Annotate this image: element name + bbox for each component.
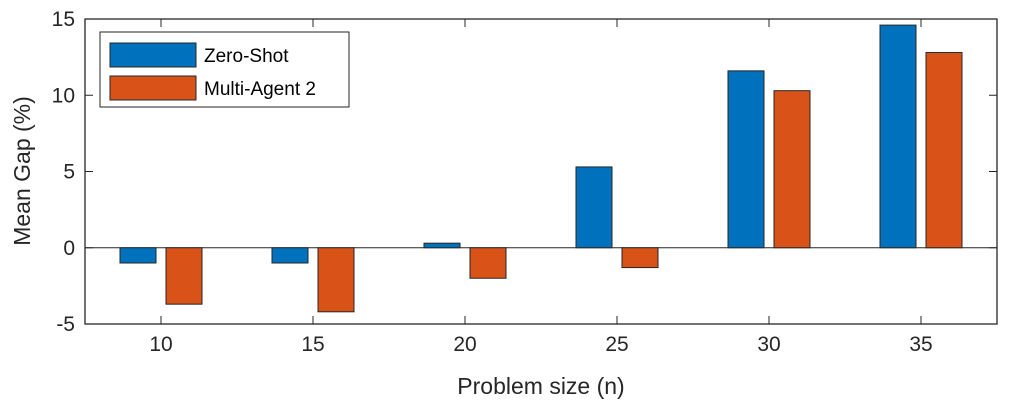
bar-multi-agent-2-15 — [317, 247, 355, 313]
bars-group — [119, 24, 963, 313]
bar-multi-agent-2-20 — [469, 247, 507, 279]
bar-multi-agent-2-25 — [621, 247, 659, 269]
bar-zero-shot-30 — [727, 70, 765, 249]
y-tick-label: 5 — [63, 161, 75, 184]
legend: Zero-Shot Multi-Agent 2 — [99, 31, 350, 108]
x-tick-label: 35 — [909, 333, 932, 356]
bar-zero-shot-10 — [119, 247, 157, 264]
bar-zero-shot-35 — [879, 24, 917, 249]
legend-label-multi-agent-2: Multi-Agent 2 — [204, 79, 316, 100]
y-tick-label: 0 — [63, 237, 75, 260]
legend-label-zero-shot: Zero-Shot — [204, 46, 289, 67]
x-tick-label: 25 — [605, 333, 628, 356]
x-tick-label: 15 — [301, 333, 324, 356]
bar-multi-agent-2-30 — [773, 90, 811, 249]
y-axis-title: Mean Gap (%) — [9, 96, 35, 246]
x-tick-label: 20 — [453, 333, 476, 356]
bar-zero-shot-20 — [423, 242, 461, 249]
legend-swatch-zero-shot — [109, 42, 197, 68]
y-axis: -5 0 5 10 15 — [52, 8, 997, 336]
x-axis: 10 15 20 25 30 35 — [149, 19, 933, 356]
x-tick-label: 10 — [149, 333, 172, 356]
legend-swatch-multi-agent-2 — [109, 75, 197, 101]
y-tick-label: -5 — [56, 313, 75, 336]
bar-multi-agent-2-10 — [165, 247, 203, 305]
y-tick-label: 10 — [52, 84, 75, 107]
x-tick-label: 30 — [757, 333, 780, 356]
x-axis-title: Problem size (n) — [457, 373, 624, 399]
bar-zero-shot-25 — [575, 166, 613, 249]
bar-multi-agent-2-35 — [925, 52, 963, 249]
y-tick-label: 15 — [52, 8, 75, 31]
bar-zero-shot-15 — [271, 247, 309, 264]
